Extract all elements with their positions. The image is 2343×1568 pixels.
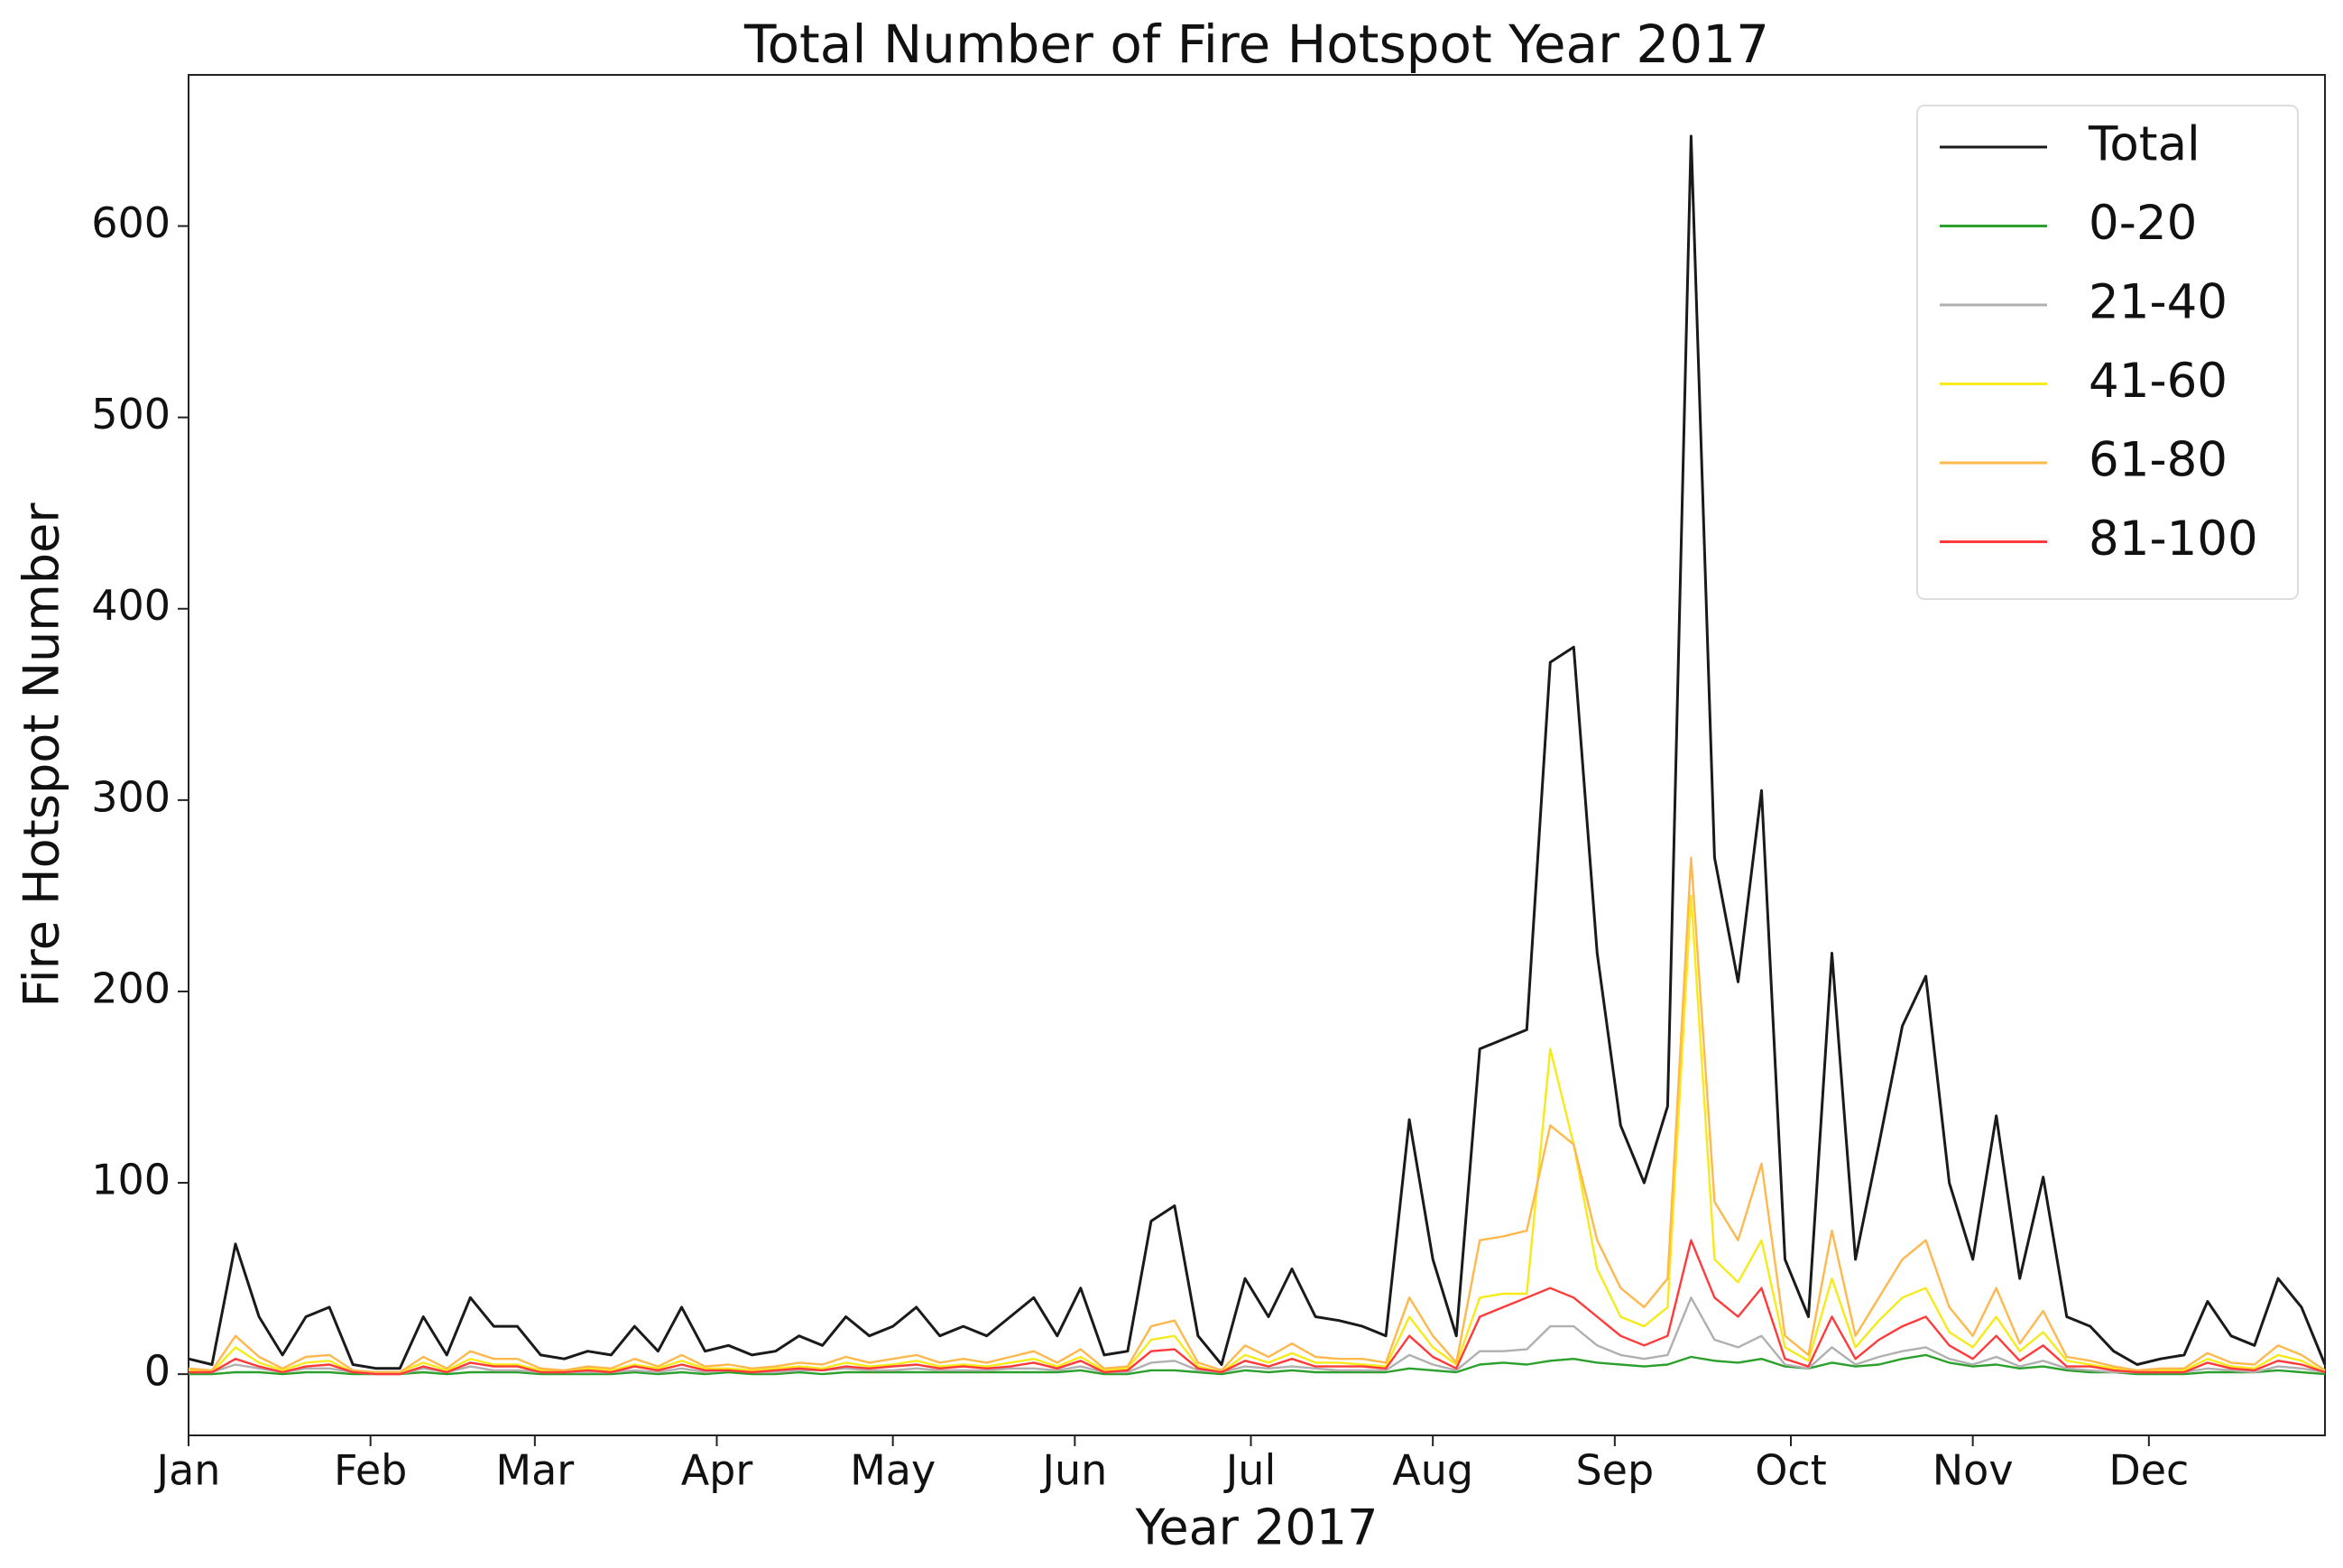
x-tick-label: Apr: [681, 1446, 753, 1495]
chart-title: Total Number of Fire Hotspot Year 2017: [743, 14, 1769, 75]
x-tick-label: Jan: [154, 1446, 221, 1495]
x-tick-label: Nov: [1933, 1446, 2014, 1495]
y-axis-label: Fire Hotspot Number: [14, 503, 70, 1008]
x-axis-label: Year 2017: [1135, 1499, 1379, 1556]
x-tick-label: Aug: [1392, 1446, 1473, 1495]
legend-label: 81-100: [2089, 512, 2258, 567]
series-line: [189, 1353, 2326, 1376]
y-tick-label: 500: [91, 390, 171, 438]
y-tick-label: 300: [91, 772, 171, 821]
legend-label: 41-60: [2089, 354, 2228, 409]
legend-label: 61-80: [2089, 433, 2228, 488]
x-tick-label: Feb: [334, 1446, 407, 1495]
series-line: [189, 1239, 2326, 1376]
series-line: [188, 856, 2326, 1374]
x-tick-label: Jul: [1223, 1446, 1277, 1495]
x-tick-label: Oct: [1755, 1446, 1827, 1495]
x-tick-label: Sep: [1575, 1446, 1654, 1495]
y-tick-label: 400: [91, 581, 171, 630]
x-tick-label: May: [850, 1446, 936, 1495]
legend-label: 21-40: [2089, 275, 2228, 330]
y-tick-label: 0: [144, 1347, 171, 1396]
y-tick-label: 100: [91, 1156, 171, 1204]
x-tick-label: Dec: [2108, 1446, 2189, 1495]
x-tick-label: Mar: [495, 1446, 574, 1495]
series-line: [188, 134, 2327, 1370]
series-line: [188, 894, 2326, 1374]
x-tick-label: Jun: [1039, 1446, 1107, 1495]
y-tick-label: 600: [91, 198, 171, 247]
legend-label: Total: [2088, 117, 2200, 172]
legend-box: [1916, 105, 2299, 600]
legend-label: 0-20: [2089, 196, 2197, 251]
y-tick-label: 200: [91, 964, 171, 1012]
